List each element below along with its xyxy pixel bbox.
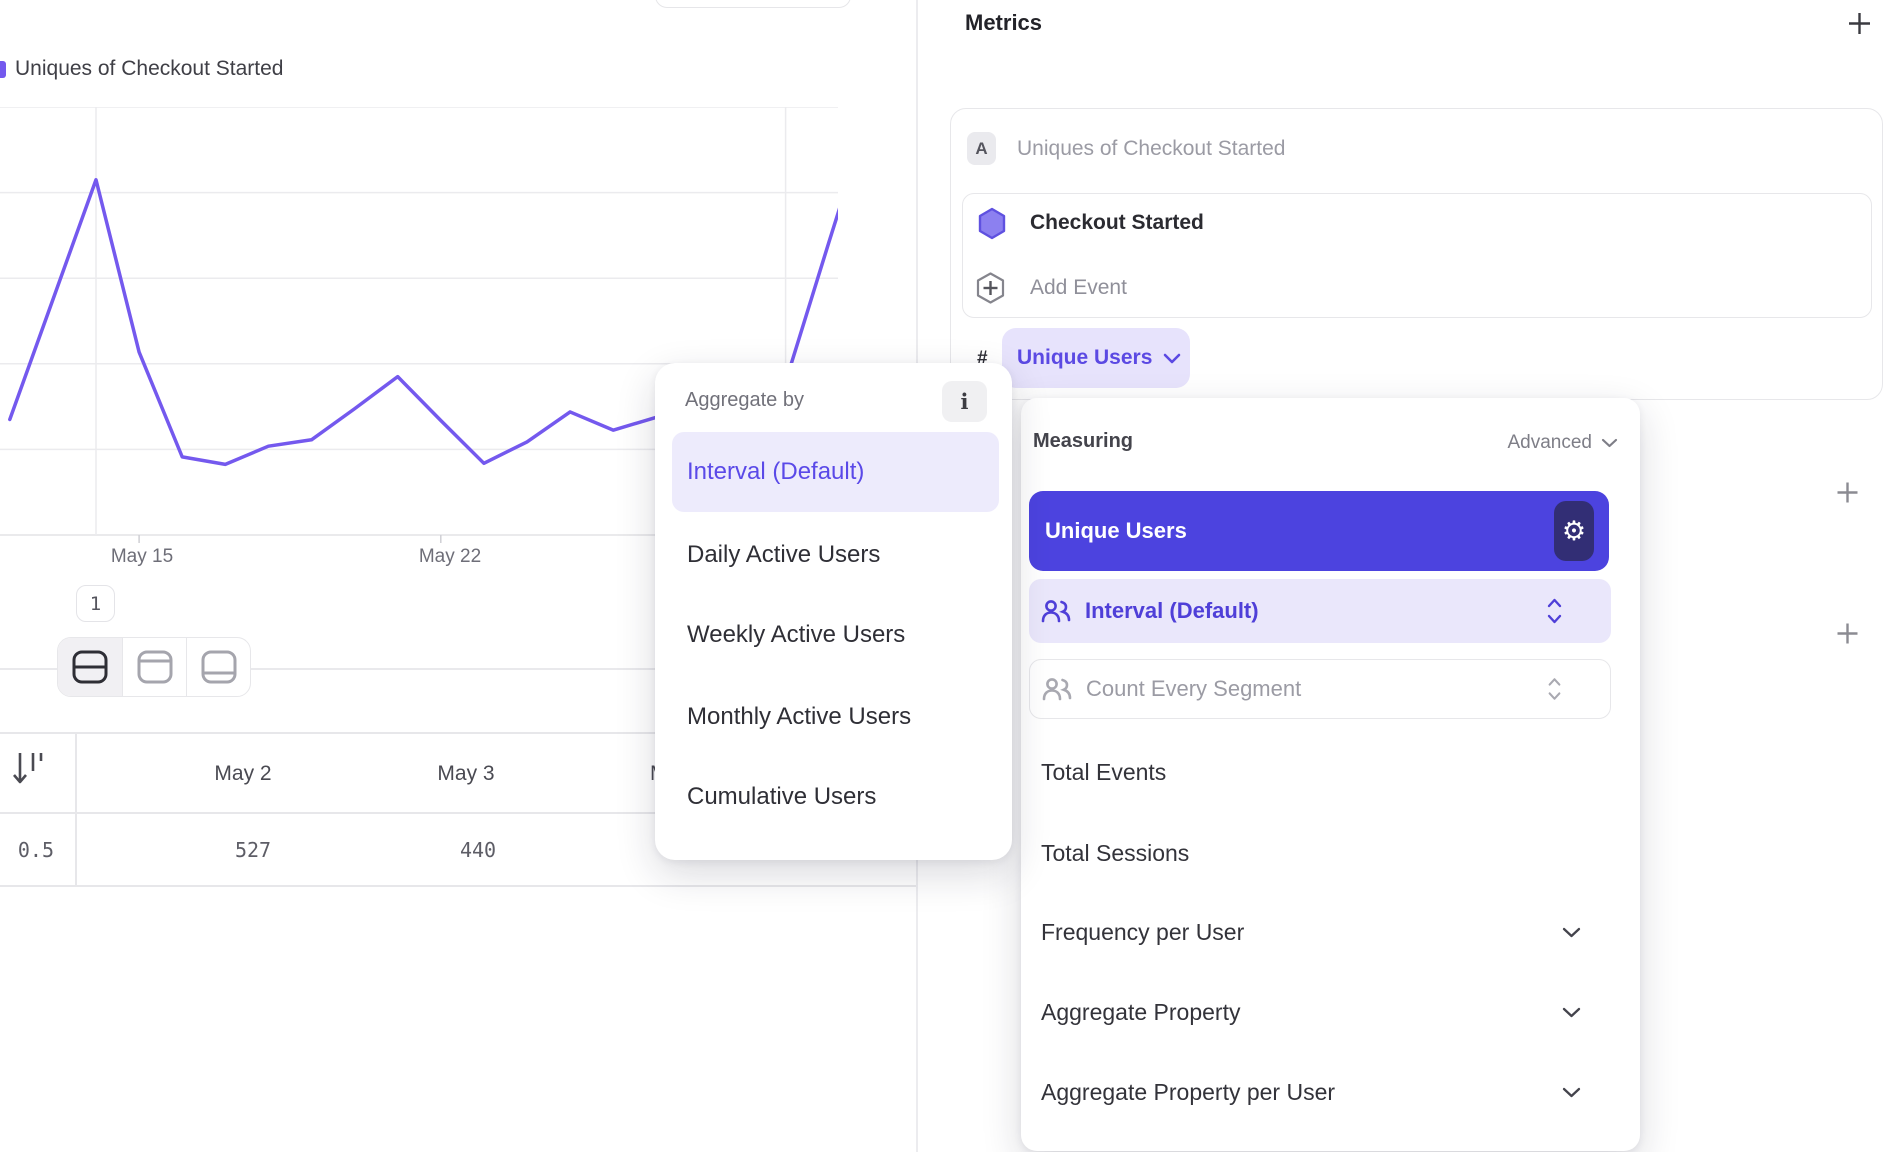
layout-split-middle-button[interactable] [58, 638, 122, 696]
table-border [0, 732, 916, 734]
measuring-option-aggregate-property-per-user[interactable]: Aggregate Property per User [1041, 1052, 1621, 1132]
option-label: Total Events [1041, 758, 1167, 785]
add-event-button[interactable]: Add Event [1030, 276, 1127, 299]
measurement-chip-label: Unique Users [1017, 346, 1153, 369]
split-bottom-icon [201, 650, 236, 684]
sort-descending-icon[interactable] [12, 751, 46, 789]
measuring-option-unique-users[interactable]: Unique Users ⚙ [1029, 491, 1609, 571]
add-breakdown-icon[interactable] [1836, 622, 1859, 645]
measuring-popup: Measuring Advanced Unique Users ⚙ Interv… [1021, 398, 1640, 1151]
aggregate-option-daily-active-users[interactable]: Daily Active Users [687, 515, 987, 595]
option-label: Total Sessions [1041, 839, 1190, 866]
measure-settings-button[interactable]: ⚙ [1554, 501, 1594, 561]
option-label: Aggregate Property per User [1041, 1078, 1336, 1105]
interval-select-value: Interval (Default) [1085, 598, 1259, 623]
metric-name-field[interactable]: Uniques of Checkout Started [1017, 137, 1286, 160]
select-arrows-icon [1547, 598, 1562, 624]
option-label: Aggregate Property [1041, 998, 1241, 1025]
chevron-down-icon [1562, 1007, 1581, 1017]
event-name[interactable]: Checkout Started [1030, 211, 1204, 234]
chevron-down-icon [1164, 353, 1181, 363]
option-label: Frequency per User [1041, 918, 1245, 945]
option-label: Daily Active Users [687, 541, 881, 568]
measuring-option-total-events[interactable]: Total Events [1041, 732, 1621, 812]
chevron-down-icon [1562, 927, 1581, 937]
pagination-badge[interactable]: 1 [76, 585, 115, 622]
option-label: Weekly Active Users [687, 621, 906, 648]
aggregate-option-cumulative-users[interactable]: Cumulative Users [687, 757, 987, 837]
x-axis-tick-label: May 22 [418, 546, 482, 567]
table-row-label: 0.5 [17, 838, 54, 862]
option-label: Monthly Active Users [687, 703, 912, 730]
users-icon [1042, 678, 1072, 701]
add-event-hexagon-icon[interactable] [975, 271, 1006, 305]
layout-toggle-group [57, 637, 251, 697]
interval-select[interactable]: Interval (Default) [1029, 579, 1611, 643]
option-label: Cumulative Users [687, 783, 877, 810]
add-metric-icon[interactable] [1847, 11, 1872, 36]
split-top-icon [137, 650, 172, 684]
aggregate-option-interval[interactable]: Interval (Default) [672, 432, 999, 512]
table-border [75, 732, 77, 885]
split-middle-icon [72, 650, 108, 684]
metrics-panel-title: Metrics [965, 10, 1043, 35]
measuring-popup-title: Measuring [1033, 430, 1134, 452]
aggregate-option-monthly-active-users[interactable]: Monthly Active Users [687, 677, 987, 757]
select-arrows-icon [1548, 678, 1561, 700]
event-hexagon-icon [978, 207, 1006, 240]
add-filter-icon[interactable] [1836, 481, 1859, 504]
gear-icon: ⚙ [1561, 515, 1587, 547]
table-border [0, 812, 916, 814]
segment-count-select-value: Count Every Segment [1086, 676, 1302, 701]
table-cell-value: 527 [234, 838, 272, 862]
segment-count-select[interactable]: Count Every Segment [1029, 659, 1611, 719]
measuring-option-total-sessions[interactable]: Total Sessions [1041, 813, 1621, 893]
table-col-header[interactable]: May 3 [437, 762, 495, 785]
advanced-mode-label: Advanced [1507, 432, 1592, 453]
advanced-mode-dropdown[interactable]: Advanced [1507, 432, 1618, 454]
option-label: Interval (Default) [687, 458, 865, 485]
event-card [962, 193, 1872, 318]
chevron-down-icon [1601, 438, 1618, 448]
users-icon [1041, 600, 1071, 623]
legend-swatch [0, 60, 6, 78]
metric-type-symbol: # [977, 348, 988, 369]
info-icon[interactable]: i [942, 381, 987, 422]
top-toolbar-button[interactable] [655, 0, 851, 8]
chart-legend: Uniques of Checkout Started [0, 57, 284, 81]
table-cell-value: 440 [459, 838, 497, 862]
metric-letter-badge: A [967, 132, 996, 165]
aggregate-popup-title: Aggregate by [685, 389, 804, 411]
measuring-option-frequency-per-user[interactable]: Frequency per User [1041, 892, 1621, 972]
table-border [0, 885, 916, 887]
selected-measure-label: Unique Users [1045, 518, 1187, 543]
x-axis-tick-label: May 15 [110, 546, 174, 567]
measurement-chip[interactable]: Unique Users [1002, 328, 1190, 388]
table-col-header[interactable]: May 2 [214, 762, 272, 785]
layout-split-bottom-button[interactable] [186, 638, 250, 696]
section-divider [0, 668, 916, 670]
layout-split-top-button[interactable] [122, 638, 186, 696]
aggregate-by-popup: Aggregate by i Interval (Default) Daily … [655, 363, 1012, 860]
aggregate-option-weekly-active-users[interactable]: Weekly Active Users [687, 595, 987, 675]
legend-label: Uniques of Checkout Started [15, 57, 284, 80]
chevron-down-icon [1562, 1087, 1581, 1097]
measuring-option-aggregate-property[interactable]: Aggregate Property [1041, 972, 1621, 1052]
